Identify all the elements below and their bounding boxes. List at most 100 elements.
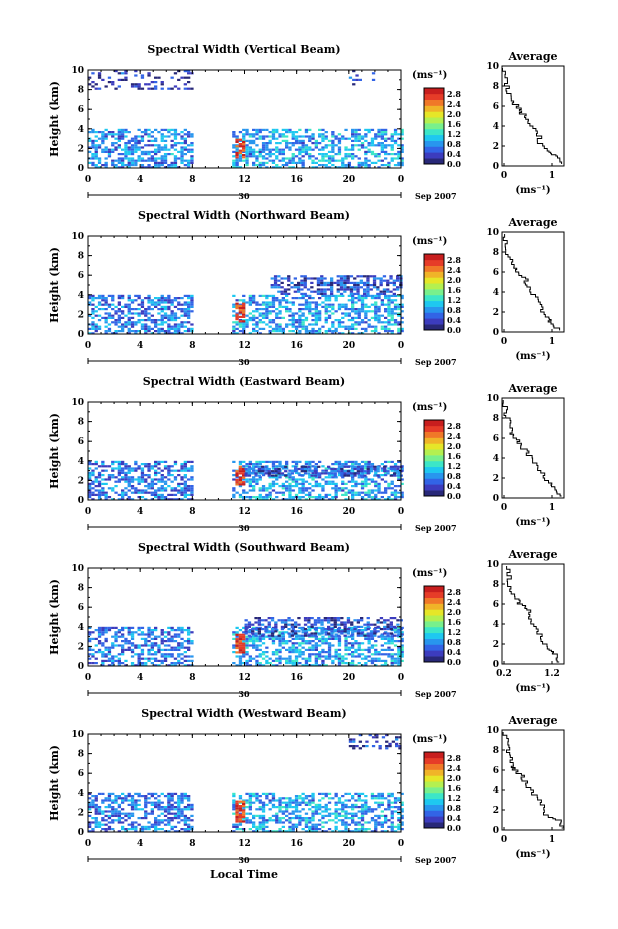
heatmap-cell xyxy=(314,146,318,149)
heatmap-cell xyxy=(316,290,321,293)
heatmap-cell xyxy=(357,482,361,485)
heatmap-cell xyxy=(291,133,295,136)
heatmap-cell xyxy=(104,498,108,501)
heatmap-cell xyxy=(340,472,344,475)
heatmap-cell xyxy=(331,662,335,665)
heatmap-cell xyxy=(242,642,246,645)
heatmap-cell xyxy=(127,299,131,302)
heatmap-cell xyxy=(380,144,384,147)
heatmap-cell xyxy=(397,305,401,308)
heatmap-cell xyxy=(387,646,391,649)
heatmap-cell xyxy=(324,164,328,167)
heatmap-cell xyxy=(232,159,236,162)
heatmap-cell xyxy=(360,308,365,311)
heatmap-cell xyxy=(144,133,148,136)
heatmap-cell xyxy=(324,637,328,640)
heatmap-cell xyxy=(379,290,383,293)
heatmap-cell xyxy=(364,637,368,640)
heatmap-cell xyxy=(270,474,275,477)
heatmap-cell xyxy=(94,797,98,800)
heatmap-cell xyxy=(390,662,394,665)
heatmap-cell xyxy=(284,465,288,468)
heatmap-cell xyxy=(324,137,328,140)
heatmap-cell xyxy=(238,166,243,169)
heatmap-cell xyxy=(275,308,279,311)
heatmap-cell xyxy=(354,308,358,311)
heatmap-cell xyxy=(374,155,378,158)
heatmap-cell xyxy=(154,319,158,322)
heatmap-cell xyxy=(140,150,145,153)
heatmap-cell xyxy=(301,144,305,147)
x-tick-label: 16 xyxy=(290,175,303,185)
heatmap-cell xyxy=(261,657,266,660)
heatmap-cell xyxy=(331,133,335,136)
heatmap-cell xyxy=(291,465,295,468)
heatmap-cell xyxy=(187,308,191,311)
heatmap-cell xyxy=(291,644,295,647)
heatmap-cell xyxy=(101,78,105,81)
heatmap-cell xyxy=(271,128,276,131)
heatmap-cell xyxy=(232,469,236,472)
heatmap-cell xyxy=(244,467,248,471)
heatmap-cell xyxy=(314,463,318,466)
heatmap-cell xyxy=(160,808,164,811)
heatmap-cell xyxy=(187,642,191,645)
heatmap-cell xyxy=(180,159,184,162)
heatmap-cell xyxy=(147,153,151,156)
heatmap-cell xyxy=(306,288,311,291)
heatmap-cell xyxy=(177,633,181,636)
heatmap-cell xyxy=(177,303,181,306)
heatmap-cell xyxy=(273,277,278,280)
heatmap-cell xyxy=(235,491,239,494)
heatmap-cell xyxy=(380,664,384,667)
heatmap-cell xyxy=(334,460,338,463)
heatmap-cell xyxy=(390,480,394,483)
heatmap-cell xyxy=(357,310,361,313)
heatmap-cell xyxy=(183,310,187,313)
heatmap-cell xyxy=(370,637,375,640)
heatmap-cell xyxy=(369,630,374,633)
heatmap-cell xyxy=(104,799,108,802)
heatmap-cell xyxy=(137,633,141,636)
heatmap-cell xyxy=(267,621,271,624)
heatmap-cell xyxy=(167,332,171,335)
heatmap-cell xyxy=(94,629,98,632)
heatmap-cell xyxy=(390,312,394,315)
heatmap-cell xyxy=(101,139,105,142)
x-tick-label: 16 xyxy=(290,673,303,683)
heatmap-cell xyxy=(117,817,121,820)
heatmap-cell xyxy=(258,131,262,134)
heatmap-cell xyxy=(356,467,360,471)
heatmap-cell xyxy=(187,76,191,79)
heatmap-cell xyxy=(150,314,154,317)
heatmap-cell xyxy=(160,297,164,300)
heatmap-cell xyxy=(327,316,332,319)
heatmap-cell xyxy=(88,797,92,800)
heatmap-cell xyxy=(140,76,145,79)
heatmap-cell xyxy=(351,166,355,169)
heatmap-cell xyxy=(354,312,358,315)
heatmap-cell xyxy=(114,164,118,167)
heatmap-cell xyxy=(353,619,357,622)
heatmap-cell xyxy=(187,797,191,800)
heatmap-cell xyxy=(285,308,289,311)
heatmap-cell xyxy=(190,467,194,470)
heatmap-cell xyxy=(232,133,236,136)
heatmap-cell xyxy=(183,467,187,470)
heatmap-cell xyxy=(275,465,279,468)
heatmap-cell xyxy=(275,637,279,640)
heatmap-cell xyxy=(353,474,357,477)
heatmap-cell xyxy=(377,308,381,311)
heatmap-cell xyxy=(137,489,141,492)
heatmap-cell xyxy=(377,635,381,638)
heatmap-cell xyxy=(364,157,368,160)
heatmap-cell xyxy=(377,297,381,300)
heatmap-cell xyxy=(173,633,178,636)
average-y-tick-label: 10 xyxy=(486,560,499,570)
heatmap-cell xyxy=(334,294,338,297)
heatmap-cell xyxy=(314,471,318,474)
heatmap-cell xyxy=(380,148,384,151)
heatmap-cell xyxy=(356,632,360,635)
heatmap-cell xyxy=(341,629,345,632)
heatmap-cell xyxy=(270,632,275,635)
